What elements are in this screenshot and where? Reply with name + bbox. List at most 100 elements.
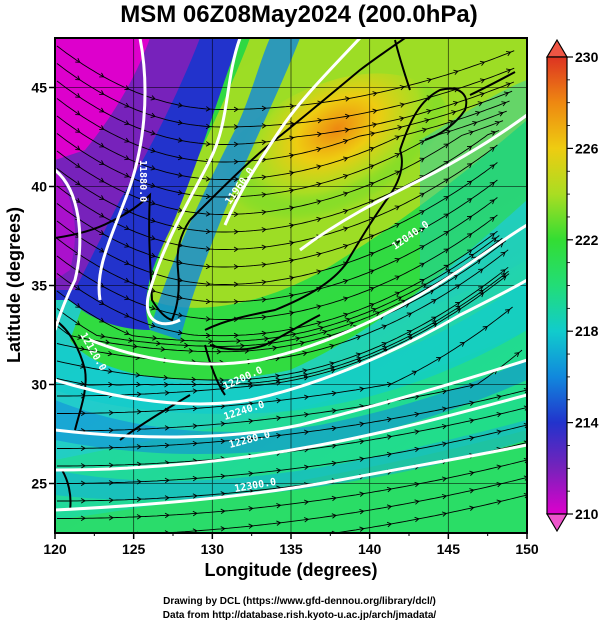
x-axis-label: Longitude (degrees) (204, 560, 377, 580)
streamline (56, 197, 498, 303)
streamline-arrow (503, 91, 510, 97)
streamline-arrow (289, 293, 295, 299)
streamline-arrow (453, 69, 459, 75)
streamline-arrow (399, 116, 405, 122)
streamline-arrow (371, 307, 377, 313)
streamline-arrow (436, 357, 442, 362)
streamline-arrow (466, 180, 473, 186)
map-title: MSM 06Z08May2024 (200.0hPa) (120, 1, 478, 28)
streamline-arrow (261, 314, 267, 320)
streamline-arrow (359, 526, 365, 532)
streamline-arrow (419, 227, 425, 233)
streamline (56, 45, 515, 110)
streamline-arrow (108, 410, 114, 416)
streamline-arrow (329, 361, 335, 367)
streamline-arrow (135, 381, 142, 388)
streamline-arrow (267, 340, 273, 347)
streamline-arrow (343, 261, 349, 267)
streamline-arrow (441, 388, 448, 395)
streamline-arrow (455, 284, 461, 290)
streamline-arrow (124, 242, 130, 248)
streamline-arrow (75, 75, 81, 81)
streamline (332, 494, 527, 533)
streamline-arrow (183, 342, 189, 349)
streamline-arrow (135, 372, 141, 378)
streamline-arrow (163, 375, 169, 381)
streamline-arrow (191, 376, 197, 383)
streamline-arrow (99, 282, 105, 288)
streamline-arrow (136, 426, 142, 432)
streamline-arrow (431, 299, 437, 304)
streamline-arrow (150, 95, 156, 101)
streamline-arrow (124, 85, 130, 91)
streamline-arrow (164, 425, 170, 431)
credit-data: Data from http://database.rish.kyoto-u.a… (162, 610, 437, 621)
streamline-arrow (359, 456, 365, 462)
streamline-arrow (431, 316, 437, 322)
streamline-arrow (289, 103, 295, 109)
streamline-arrow (249, 541, 253, 546)
streamline-arrow (326, 333, 332, 339)
streamline-arrow (501, 275, 507, 281)
streamline-arrow (205, 123, 211, 130)
x-tick-label: 135 (279, 541, 303, 557)
streamline (56, 266, 509, 381)
streamline-arrow (220, 438, 226, 445)
colorbar-tick-label: 218 (575, 323, 599, 339)
streamline-arrow (414, 446, 420, 453)
streamline-arrow (233, 229, 239, 235)
streamline-arrow (443, 231, 449, 236)
streamline-arrow (211, 343, 217, 349)
streamline-arrow (466, 163, 473, 169)
streamline (57, 306, 513, 414)
streamline-arrow (369, 302, 375, 308)
streamline-arrow (348, 321, 355, 327)
streamline-arrow (411, 370, 418, 376)
streamline-arrow (316, 286, 322, 293)
streamline-arrow (414, 516, 420, 523)
streamline-arrow (386, 486, 393, 493)
colorbar-top-arrow (545, 38, 569, 58)
streamline-arrow (355, 352, 362, 358)
streamline-arrow (317, 117, 323, 124)
streamline-arrow (276, 433, 282, 439)
streamline-arrow (233, 316, 239, 322)
streamline-arrow (496, 481, 502, 488)
streamline-arrow (331, 390, 337, 397)
streamline-arrow (469, 505, 475, 511)
streamline-arrow (136, 391, 142, 397)
streamline-arrow (303, 499, 310, 505)
streamline-arrow (80, 463, 86, 469)
streamline-arrow (426, 77, 432, 84)
streamline-arrow (164, 390, 170, 396)
streamline-arrow (261, 227, 267, 233)
streamline-arrow (394, 205, 400, 211)
streamline-arrow (177, 119, 184, 126)
streamline-arrow (356, 359, 363, 365)
x-tick-label: 150 (515, 541, 539, 557)
streamline-arrow (289, 153, 295, 159)
streamline-arrow (272, 345, 278, 351)
streamline-arrow (192, 423, 198, 429)
streamline-arrow (77, 334, 83, 340)
streamline-arrow (419, 262, 425, 268)
streamline-arrow (276, 503, 282, 509)
streamline-arrow (419, 278, 425, 284)
streamline-arrow (316, 164, 322, 170)
streamline-arrow (386, 381, 393, 388)
streamline-arrow (99, 247, 105, 253)
streamline-arrow (99, 72, 105, 78)
streamline-arrow (75, 285, 81, 291)
streamline-arrow (394, 135, 400, 141)
streamline-arrow (220, 473, 226, 480)
streamline-arrow (233, 106, 239, 113)
streamline-arrow (316, 304, 322, 310)
streamline-arrow (261, 174, 267, 180)
streamline-arrow (343, 191, 349, 197)
streamline-arrow (177, 172, 184, 178)
streamline-arrow (468, 130, 474, 136)
streamline-arrow (299, 340, 305, 346)
streamline-arrow (239, 343, 245, 349)
streamline-arrow (276, 398, 282, 404)
streamline-arrow (386, 504, 393, 510)
